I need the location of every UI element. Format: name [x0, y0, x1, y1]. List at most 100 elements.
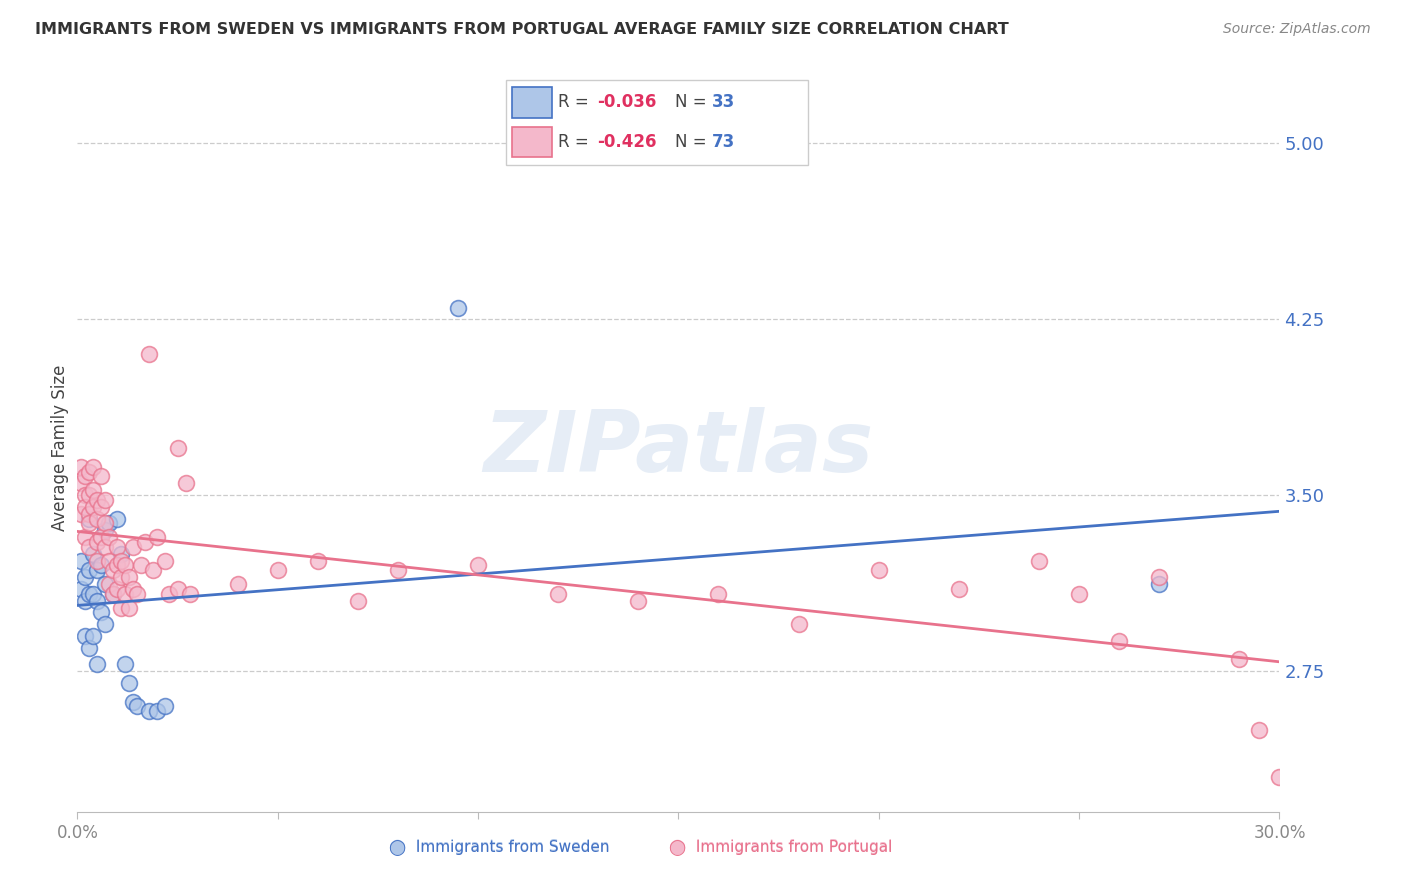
Point	[110, 554, 132, 568]
Point	[103, 587, 125, 601]
Point	[707, 587, 730, 601]
Point	[174, 476, 197, 491]
Point	[75, 469, 97, 483]
Text: R =: R =	[558, 94, 593, 112]
Point	[82, 483, 104, 498]
Text: -0.036: -0.036	[596, 94, 657, 112]
Point	[267, 563, 290, 577]
Point	[75, 488, 97, 502]
Text: ⬤  Immigrants from Portugal: ⬤ Immigrants from Portugal	[669, 838, 891, 855]
Point	[868, 563, 890, 577]
Point	[138, 704, 160, 718]
FancyBboxPatch shape	[512, 87, 551, 118]
Point	[75, 530, 97, 544]
Point	[107, 558, 129, 573]
Point	[127, 587, 149, 601]
Point	[146, 704, 169, 718]
Point	[467, 558, 489, 573]
Point	[155, 699, 177, 714]
Point	[1028, 554, 1050, 568]
Point	[86, 593, 108, 607]
Point	[98, 530, 121, 544]
Point	[159, 587, 181, 601]
Point	[70, 554, 93, 568]
Text: ◯  Immigrants from Sweden: ◯ Immigrants from Sweden	[389, 838, 609, 855]
Point	[82, 500, 104, 514]
Point	[146, 530, 169, 544]
Point	[94, 577, 117, 591]
Point	[103, 587, 125, 601]
Point	[70, 507, 93, 521]
Point	[166, 441, 188, 455]
Text: Source: ZipAtlas.com: Source: ZipAtlas.com	[1223, 22, 1371, 37]
Point	[547, 587, 569, 601]
Point	[98, 554, 121, 568]
Point	[110, 600, 132, 615]
Point	[79, 587, 101, 601]
Point	[107, 511, 129, 525]
Point	[82, 547, 104, 561]
Point	[114, 587, 136, 601]
Point	[122, 694, 145, 708]
Point	[447, 301, 470, 315]
FancyBboxPatch shape	[512, 127, 551, 157]
Point	[90, 530, 112, 544]
Y-axis label: Average Family Size: Average Family Size	[51, 365, 69, 532]
Point	[142, 563, 165, 577]
Point	[347, 593, 370, 607]
Text: -0.426: -0.426	[596, 133, 657, 151]
Text: R =: R =	[558, 133, 593, 151]
Point	[107, 582, 129, 596]
Point	[86, 535, 108, 549]
Point	[118, 600, 141, 615]
Point	[98, 577, 121, 591]
Point	[79, 640, 101, 655]
Point	[79, 511, 101, 525]
Point	[79, 563, 101, 577]
Point	[70, 476, 93, 491]
Text: ⬤  Immigrants from Sweden: ⬤ Immigrants from Sweden	[389, 838, 609, 855]
Point	[70, 460, 93, 475]
Point	[79, 516, 101, 531]
Point	[118, 570, 141, 584]
Point	[94, 524, 117, 538]
Point	[94, 617, 117, 632]
Point	[75, 593, 97, 607]
Text: N =: N =	[675, 133, 713, 151]
Point	[118, 675, 141, 690]
Point	[86, 511, 108, 525]
Point	[107, 540, 129, 554]
Point	[114, 558, 136, 573]
Text: ZIPatlas: ZIPatlas	[484, 407, 873, 490]
Point	[1149, 570, 1171, 584]
Point	[75, 500, 97, 514]
Point	[948, 582, 970, 596]
Point	[79, 488, 101, 502]
Point	[98, 516, 121, 531]
Point	[387, 563, 409, 577]
Point	[127, 699, 149, 714]
Point	[75, 629, 97, 643]
Point	[70, 582, 93, 596]
Point	[82, 460, 104, 475]
Point	[1249, 723, 1271, 737]
Text: 73: 73	[711, 133, 735, 151]
Point	[90, 469, 112, 483]
Text: 33: 33	[711, 94, 735, 112]
Point	[90, 558, 112, 573]
Point	[79, 507, 101, 521]
Point	[131, 558, 153, 573]
Point	[94, 492, 117, 507]
Point	[226, 577, 249, 591]
Point	[94, 516, 117, 531]
Point	[1229, 652, 1251, 666]
FancyBboxPatch shape	[506, 80, 808, 165]
Point	[787, 617, 810, 632]
Point	[110, 547, 132, 561]
Point	[86, 554, 108, 568]
Point	[103, 563, 125, 577]
Point	[90, 500, 112, 514]
Point	[94, 540, 117, 554]
Point	[138, 347, 160, 361]
Point	[114, 657, 136, 671]
